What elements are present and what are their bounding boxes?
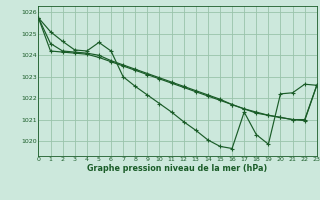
X-axis label: Graphe pression niveau de la mer (hPa): Graphe pression niveau de la mer (hPa)	[87, 164, 268, 173]
